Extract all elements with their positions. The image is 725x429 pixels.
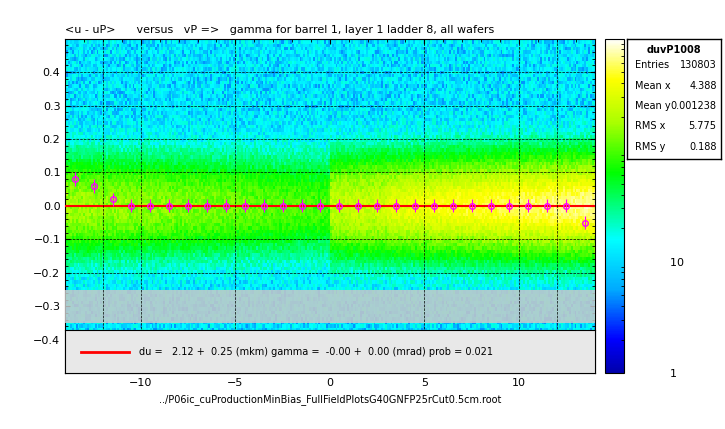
Text: 130803: 130803: [680, 60, 716, 70]
Text: Mean y: Mean y: [634, 101, 671, 111]
Text: Mean x: Mean x: [634, 81, 671, 91]
Text: $10^2$: $10^2$: [668, 142, 689, 158]
X-axis label: ../P06ic_cuProductionMinBias_FullFieldPlotsG40GNFP25rCut0.5cm.root: ../P06ic_cuProductionMinBias_FullFieldPl…: [159, 394, 501, 405]
Text: du =   2.12 +  0.25 (mkm) gamma =  -0.00 +  0.00 (mrad) prob = 0.021: du = 2.12 + 0.25 (mkm) gamma = -0.00 + 0…: [139, 347, 493, 357]
Text: $1$: $1$: [668, 367, 676, 379]
Text: Entries: Entries: [634, 60, 668, 70]
Text: 0.188: 0.188: [689, 142, 716, 152]
Text: $10$: $10$: [668, 256, 684, 268]
Text: RMS y: RMS y: [634, 142, 665, 152]
Text: 5.775: 5.775: [689, 121, 716, 132]
Text: 4.388: 4.388: [689, 81, 716, 91]
Text: 0.001238: 0.001238: [671, 101, 716, 111]
Text: <u - uP>      versus   vP =>   gamma for barrel 1, layer 1 ladder 8, all wafers: <u - uP> versus vP => gamma for barrel 1…: [65, 25, 494, 35]
Bar: [65, 290, 594, 323]
Text: RMS x: RMS x: [634, 121, 665, 132]
Text: duvP1008: duvP1008: [647, 45, 702, 54]
